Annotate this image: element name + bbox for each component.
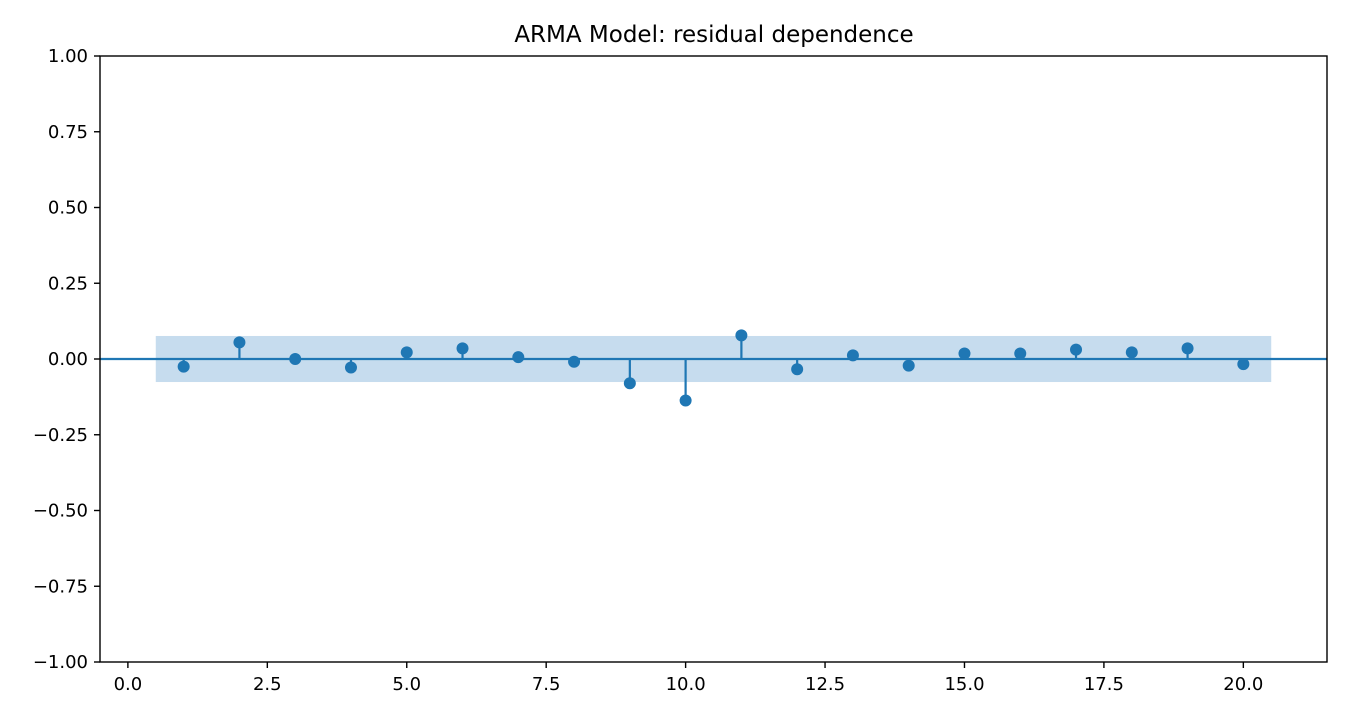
- data-point-15: [958, 347, 971, 360]
- data-point-13: [846, 349, 859, 362]
- x-tick-label: 5.0: [392, 674, 421, 695]
- data-point-11: [735, 329, 748, 342]
- data-point-4: [344, 361, 357, 374]
- y-tick-label: −0.25: [33, 425, 88, 446]
- data-point-2: [233, 336, 246, 349]
- data-point-12: [791, 363, 804, 376]
- x-tick-label: 2.5: [253, 674, 282, 695]
- data-point-19: [1181, 342, 1194, 355]
- y-tick-label: 0.00: [48, 349, 88, 370]
- data-point-8: [568, 355, 581, 368]
- data-point-7: [512, 351, 525, 364]
- chart-title: ARMA Model: residual dependence: [514, 22, 913, 48]
- y-tick-label: 0.50: [48, 198, 88, 219]
- plot-area: 0.0 2.5 5.0 7.5 10.0 12.5 15.0 17.5 20.0 1.00 0.75…: [33, 46, 1328, 695]
- x-tick-label: 17.5: [1084, 674, 1124, 695]
- y-tick-label: 0.25: [48, 273, 88, 294]
- data-point-18: [1125, 346, 1138, 359]
- data-point-1: [177, 360, 190, 373]
- data-point-16: [1014, 347, 1027, 360]
- x-tick-label: 10.0: [666, 674, 706, 695]
- y-tick-label: −0.75: [33, 576, 88, 597]
- data-point-10: [679, 394, 692, 407]
- y-tick-label: 1.00: [48, 46, 88, 67]
- y-tick-label: −1.00: [33, 652, 88, 673]
- x-tick-label: 20.0: [1223, 674, 1263, 695]
- x-tick-label: 0.0: [114, 674, 143, 695]
- data-point-20: [1237, 358, 1250, 371]
- data-point-6: [456, 342, 469, 355]
- y-tick-label: −0.50: [33, 501, 88, 522]
- data-point-17: [1070, 343, 1083, 356]
- x-tick-label: 7.5: [532, 674, 561, 695]
- y-tick-label: 0.75: [48, 122, 88, 143]
- x-tick-label: 15.0: [944, 674, 984, 695]
- data-point-9: [623, 377, 636, 390]
- data-point-3: [289, 353, 302, 365]
- x-tick-label: 12.5: [805, 674, 845, 695]
- data-point-5: [400, 346, 413, 359]
- data-point-14: [902, 359, 915, 372]
